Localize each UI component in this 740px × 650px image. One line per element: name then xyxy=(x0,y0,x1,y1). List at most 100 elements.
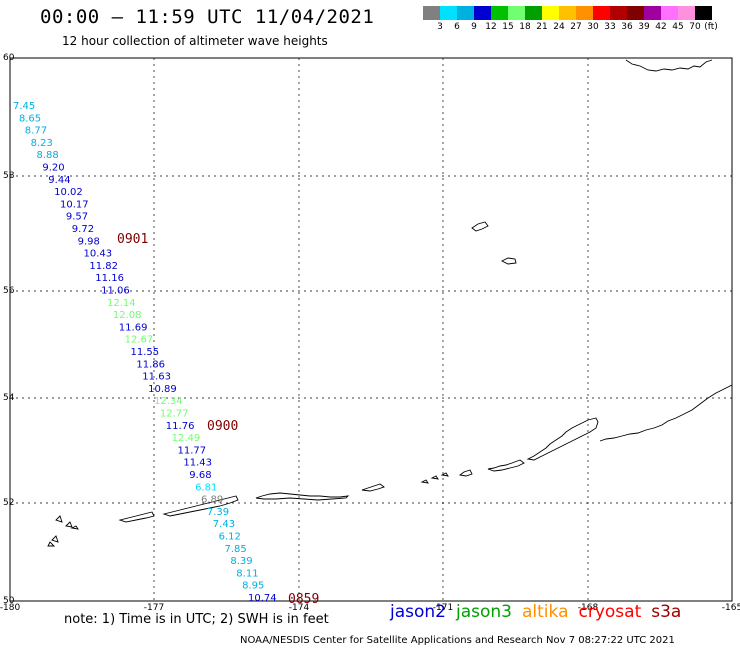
longitude-label: -168 xyxy=(578,603,599,613)
color-swatch xyxy=(661,6,678,20)
pass-time-labels: 0901 0900 0859 xyxy=(117,232,319,607)
page-title: 00:00 — 11:59 UTC 11/04/2021 xyxy=(40,6,375,28)
color-swatch xyxy=(508,6,525,20)
wave-height-value: 12.67 xyxy=(125,335,154,346)
coastline-islands-of-four-mountains xyxy=(420,472,449,484)
longitude-label: -177 xyxy=(144,603,164,613)
longitude-label: -171 xyxy=(433,603,453,613)
color-swatch xyxy=(474,6,491,20)
wave-height-value: 8.88 xyxy=(37,150,59,161)
wave-height-value: 11.82 xyxy=(89,261,118,272)
color-scale-label: 27 xyxy=(570,22,582,32)
color-swatch xyxy=(644,6,661,20)
coastline-near-islands xyxy=(118,511,155,523)
wave-height-value: 11.69 xyxy=(119,322,148,333)
wave-height-value: 12.08 xyxy=(113,310,142,321)
color-scale-label: 21 xyxy=(536,22,548,32)
color-scale-label: 18 xyxy=(519,22,531,32)
wave-height-value: 10.43 xyxy=(84,249,113,260)
wave-height-value: 10.89 xyxy=(148,384,177,395)
wave-height-value: 9.98 xyxy=(78,236,100,247)
latitude-label: 56 xyxy=(3,286,15,296)
color-scale-label: 15 xyxy=(502,22,514,32)
wave-height-value: 11.06 xyxy=(101,286,130,297)
wave-height-value: 11.16 xyxy=(95,273,124,284)
wave-height-value: 11.43 xyxy=(183,458,212,469)
coastline-andreanof-islands xyxy=(255,492,350,501)
color-scale-label: 36 xyxy=(621,22,633,32)
color-scale-label: 3 xyxy=(437,22,443,32)
credit-line: NOAA/NESDIS Center for Satellite Applica… xyxy=(240,635,675,646)
longitude-label: -165 xyxy=(722,603,740,613)
wave-height-value: 11.55 xyxy=(131,347,160,358)
coastline-unalaska xyxy=(487,459,525,472)
color-swatch xyxy=(542,6,559,20)
wave-height-value: 9.44 xyxy=(48,175,70,186)
wave-height-value: 9.72 xyxy=(72,224,94,235)
coastline-pribilof-st-paul xyxy=(471,221,489,232)
coastline-pribilof-st-george xyxy=(500,257,517,265)
wave-height-value: 6.12 xyxy=(219,532,241,543)
color-scale-label: 70 xyxy=(689,22,701,32)
coastline-unimak xyxy=(526,417,599,461)
coastline-alaska-peninsula xyxy=(599,384,733,442)
color-scale-label: 12 xyxy=(485,22,497,32)
color-swatch xyxy=(423,6,440,20)
color-scale-label: 24 xyxy=(553,22,565,32)
latitude-label: 54 xyxy=(3,393,15,403)
legend-item-cryosat: cryosat xyxy=(578,602,642,622)
color-swatch xyxy=(610,6,627,20)
wave-height-value: 12.14 xyxy=(107,298,136,309)
color-swatch xyxy=(678,6,695,20)
lat-lon-grid xyxy=(10,58,732,601)
coastline-umnak xyxy=(458,469,473,477)
wave-height-value: 12.34 xyxy=(154,396,183,407)
legend-item-altika: altika xyxy=(522,602,569,622)
color-scale-label: 30 xyxy=(587,22,599,32)
color-swatch xyxy=(559,6,576,20)
legend-item-jason3: jason3 xyxy=(456,602,512,622)
wave-height-value: 10.02 xyxy=(54,187,83,198)
color-swatch xyxy=(440,6,457,20)
wave-height-value: 7.43 xyxy=(213,519,235,530)
wave-height-value: 9.20 xyxy=(42,163,64,174)
wave-height-value: 8.39 xyxy=(230,556,252,567)
color-swatch xyxy=(593,6,610,20)
wave-height-value: 6.89 xyxy=(201,495,223,506)
pass-time-label: 0900 xyxy=(207,419,238,434)
latitude-label: 60 xyxy=(3,53,15,63)
coastline-commander-islands xyxy=(47,515,79,547)
latitude-label: 58 xyxy=(3,171,15,181)
color-scale-unit: (ft) xyxy=(704,22,718,32)
wave-height-value: 8.11 xyxy=(236,568,258,579)
coastline-alaska-mainland xyxy=(625,59,713,72)
color-scale-label: 33 xyxy=(604,22,616,32)
wave-height-value: 10.17 xyxy=(60,199,89,210)
legend-item-s3a: s3a xyxy=(651,602,682,622)
color-swatch xyxy=(695,6,712,20)
satellite-legend: jason2 jason3 altika cryosat s3a xyxy=(390,602,691,622)
color-swatch xyxy=(627,6,644,20)
wave-height-value: 8.65 xyxy=(19,113,41,124)
pass-time-label: 0859 xyxy=(288,592,319,607)
coastline-atka xyxy=(361,483,385,492)
pass-time-label: 0901 xyxy=(117,232,148,247)
color-scale-label: 9 xyxy=(471,22,477,32)
latitude-labels: 60 58 56 54 52 50 xyxy=(3,53,15,606)
latitude-label: 52 xyxy=(3,498,14,508)
legend-item-jason2: jason2 xyxy=(390,602,446,622)
wave-height-value: 12.49 xyxy=(172,433,201,444)
coastline xyxy=(47,59,733,547)
wave-height-value: 7.39 xyxy=(207,507,229,518)
page-subtitle: 12 hour collection of altimeter wave hei… xyxy=(62,34,328,48)
longitude-label: -180 xyxy=(0,603,20,613)
coastline-rat-islands xyxy=(162,495,239,517)
color-scale-label: 39 xyxy=(638,22,650,32)
color-scale-label: 6 xyxy=(454,22,460,32)
wave-height-value: 11.86 xyxy=(136,359,165,370)
wave-height-value: 6.81 xyxy=(195,482,217,493)
map-frame xyxy=(9,57,733,602)
wave-height-value: 7.85 xyxy=(225,544,247,555)
